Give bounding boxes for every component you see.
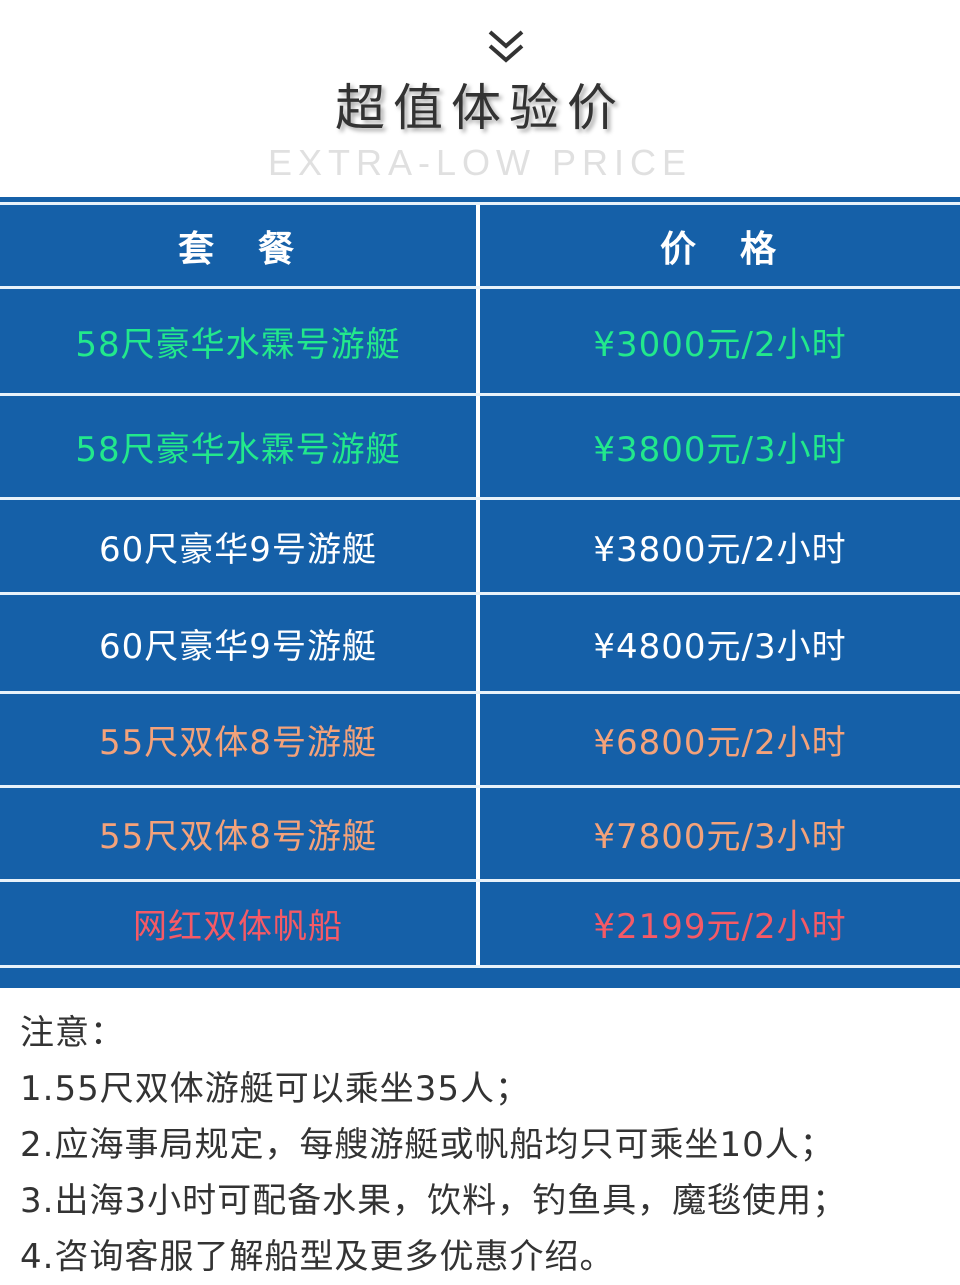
price-cell: ¥3800元/3小时 [593,430,847,470]
header-price: 价 格 [659,229,780,270]
price-cell: ¥3000元/2小时 [593,324,847,365]
price-cell: ¥6800元/2小时 [593,723,847,763]
price-cell: ¥2199元/2小时 [593,907,847,947]
note-item: 1.55尺双体游艇可以乘坐35人； [20,1069,530,1109]
page-title: 超值体验价 [335,79,625,137]
package-cell: 55尺双体8号游艇 [99,817,377,857]
row-divider [0,202,960,205]
note-item: 3.出海3小时可配备水果，饮料，钓鱼具，魔毯使用； [20,1181,848,1221]
package-cell: 55尺双体8号游艇 [99,723,377,763]
row-divider [0,592,960,595]
package-cell: 58尺豪华水霖号游艇 [75,430,401,470]
package-cell: 网红双体帆船 [133,907,343,947]
package-cell: 60尺豪华9号游艇 [99,626,377,667]
notes: 注意： 1.55尺双体游艇可以乘坐35人； 2.应海事局规定，每艘游艇或帆船均只… [20,1005,847,1285]
row-divider [0,393,960,396]
row-divider [0,965,960,968]
header-package: 套 餐 [177,229,298,270]
row-divider [0,286,960,289]
package-cell: 60尺豪华9号游艇 [99,529,377,570]
price-cell: ¥4800元/3小时 [593,626,847,667]
double-chevron-down-icon [488,30,524,63]
price-table: 套 餐 价 格 58尺豪华水霖号游艇 ¥3000元/2小时 58尺豪华水霖号游艇 ¥3… [0,197,960,988]
note-item: 4.咨询客服了解船型及更多优惠介绍。 [20,1237,615,1277]
row-divider [0,497,960,500]
price-cell: ¥3800元/2小时 [593,529,847,570]
notes-heading: 注意： [20,1013,125,1053]
column-divider [476,203,480,966]
note-item: 2.应海事局规定，每艘游艇或帆船均只可乘坐10人； [20,1125,835,1165]
price-cell: ¥7800元/3小时 [593,817,847,857]
row-divider [0,879,960,882]
page-subtitle: EXTRA-LOW PRICE [267,142,693,183]
row-divider [0,785,960,788]
package-cell: 58尺豪华水霖号游艇 [75,324,401,365]
row-divider [0,691,960,694]
